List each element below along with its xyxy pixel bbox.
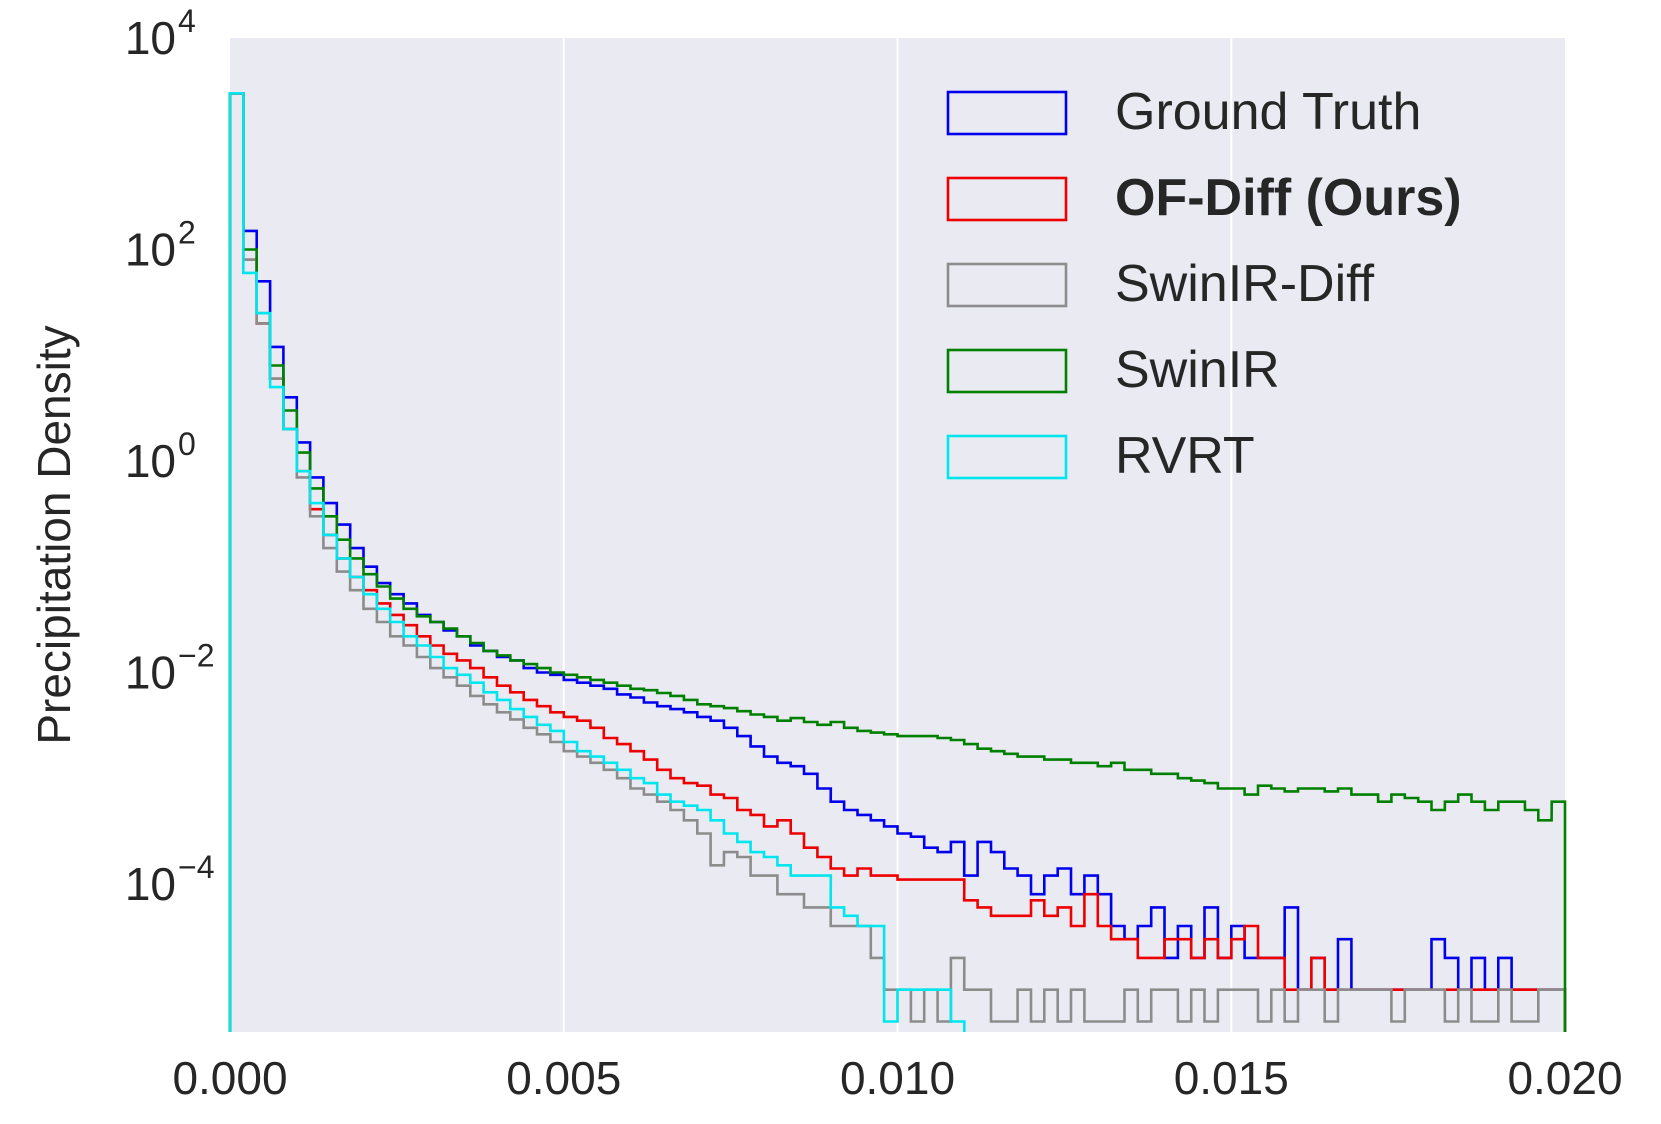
x-axis-ticks: 0.000 0.005 0.010 0.015 0.020 — [172, 1052, 1622, 1104]
y-tick-exponent: 0 — [178, 426, 196, 462]
legend-swatch — [946, 348, 1068, 394]
y-tick-exponent: 2 — [178, 214, 196, 250]
x-tick-label: 0.010 — [840, 1052, 955, 1104]
series-paths — [228, 92, 1567, 1032]
y-tick-exponent: −4 — [178, 849, 214, 885]
y-tick-base: 10 — [125, 858, 176, 910]
legend: Ground Truth OF-Diff (Ours) SwinIR-Diff Swi… — [946, 83, 1462, 485]
x-tick-label: 0.005 — [506, 1052, 621, 1104]
legend-label: SwinIR-Diff — [1115, 255, 1375, 313]
y-axis-label: Precipitation Density — [28, 325, 80, 744]
y-tick-exponent: −2 — [178, 637, 214, 673]
legend-swatch — [946, 262, 1068, 308]
grid-lines — [562, 38, 1233, 1032]
y-tick-exponent: 4 — [178, 3, 196, 39]
y-tick-label: 10 2 — [125, 214, 196, 275]
series-swinir — [228, 92, 1567, 1032]
legend-entry: RVRT — [946, 427, 1255, 485]
series-of-diff-ours — [228, 92, 1567, 1032]
legend-swatch — [946, 434, 1068, 480]
x-tick-label: 0.015 — [1174, 1052, 1289, 1104]
legend-label: OF-Diff (Ours) — [1115, 169, 1462, 227]
y-tick-label: 10 4 — [125, 3, 196, 64]
legend-label: Ground Truth — [1115, 83, 1421, 141]
y-tick-label: 10 −2 — [125, 637, 215, 698]
x-tick-label: 0.000 — [172, 1052, 287, 1104]
y-tick-base: 10 — [125, 223, 176, 275]
y-tick-base: 10 — [125, 435, 176, 487]
legend-label: SwinIR — [1115, 341, 1280, 399]
legend-entry: SwinIR-Diff — [946, 255, 1375, 313]
y-tick-label: 10 0 — [125, 426, 196, 487]
y-tick-base: 10 — [125, 646, 176, 698]
legend-entry: OF-Diff (Ours) — [946, 169, 1462, 227]
legend-label: RVRT — [1115, 427, 1255, 485]
legend-entry: Ground Truth — [946, 83, 1421, 141]
y-tick-label: 10 −4 — [125, 849, 215, 910]
legend-entry: SwinIR — [946, 341, 1280, 399]
legend-swatch — [946, 90, 1068, 136]
series-rvrt — [228, 92, 966, 1032]
legend-swatch — [946, 176, 1068, 222]
x-tick-label: 0.020 — [1507, 1052, 1622, 1104]
y-tick-base: 10 — [125, 12, 176, 64]
